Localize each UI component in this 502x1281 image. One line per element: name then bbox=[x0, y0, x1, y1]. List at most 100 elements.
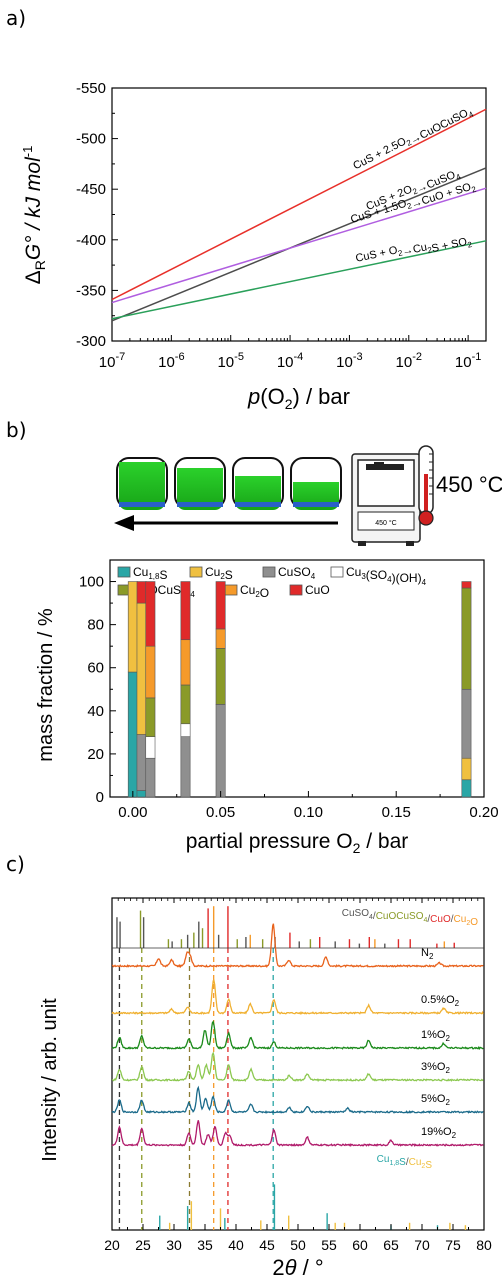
chart-b-bar-segment bbox=[461, 757, 472, 781]
chart-b-bar-segment bbox=[180, 736, 191, 798]
chart-c-pattern-line bbox=[111, 1120, 484, 1148]
crucible-2 bbox=[174, 457, 226, 510]
chart-a-y-tick-label: -450 bbox=[76, 181, 106, 198]
chart-b-bar-segment bbox=[180, 581, 191, 641]
temperature-label: 450 °C bbox=[436, 472, 502, 497]
chart-c-bottom-reference-legend: Cu1,8S/Cu2S bbox=[377, 1154, 433, 1171]
chart-b-legend-label: Cu2O bbox=[240, 583, 269, 600]
chart-c-pattern-line bbox=[111, 1051, 484, 1082]
chart-a-y-tick-label: -350 bbox=[76, 282, 106, 299]
chart-b-y-tick-label: 100 bbox=[79, 574, 104, 591]
chart-a-y-tick-label: -300 bbox=[76, 333, 106, 350]
chart-b-x-tick-label: 0.20 bbox=[469, 804, 498, 821]
oven-schematic: 450 °C 450 °C bbox=[114, 445, 502, 546]
chart-a-y-tick-label: -550 bbox=[76, 80, 106, 97]
chart-b-bar-segment bbox=[180, 639, 191, 686]
chart-a-x-tick-label: 10-5 bbox=[217, 351, 243, 371]
chart-a-y-axis-label: ΔRG° / kJ mol-1 bbox=[20, 146, 48, 285]
chart-c-pattern-line bbox=[112, 923, 484, 969]
chart-b-legend-swatch bbox=[262, 566, 276, 578]
chart-c-x-tick-label: 40 bbox=[228, 1237, 244, 1253]
chart-c-x-tick-label: 75 bbox=[445, 1237, 461, 1253]
chart-c-x-tick-label: 55 bbox=[321, 1237, 337, 1253]
chart-c-x-tick-label: 35 bbox=[197, 1237, 213, 1253]
chart-b-y-tick-label: 20 bbox=[87, 746, 104, 763]
chart-c-x-axis-label: 2θ / ° bbox=[272, 1255, 323, 1280]
panel-label-b: b) bbox=[6, 418, 27, 442]
chart-c-pattern-label: N2 bbox=[421, 947, 434, 961]
chart-a-series-line bbox=[111, 108, 487, 301]
chart-a-x-tick-label: 10-6 bbox=[158, 351, 184, 371]
chart-b-bar-segment bbox=[145, 645, 156, 699]
crucible-3 bbox=[232, 457, 284, 510]
chart-c-y-axis-label: Intensity / arb. unit bbox=[39, 998, 61, 1162]
chart-b-x-tick-label: 0.10 bbox=[294, 804, 323, 821]
chart-c-x-tick-label: 60 bbox=[352, 1237, 368, 1253]
chart-a-series-label: CuS + O2→Cu2S + SO2 bbox=[355, 229, 474, 272]
chart-b-bar-segment bbox=[145, 697, 156, 737]
chart-b-bar-segment bbox=[215, 648, 226, 705]
chart-b-bar-segment bbox=[180, 684, 191, 725]
chart-b-bar-segment bbox=[461, 779, 472, 798]
chart-b-bar-segment bbox=[215, 628, 226, 649]
chart-b-legend-swatch bbox=[330, 566, 344, 578]
chart-c-x-tick-label: 50 bbox=[290, 1237, 306, 1253]
chart-b-y-axis-label: mass fraction / % bbox=[35, 608, 57, 762]
chart-a-series-line bbox=[111, 187, 487, 304]
chart-b-bar-segment bbox=[215, 704, 226, 798]
chart-b-bar-segment bbox=[145, 757, 156, 798]
thermometer-icon bbox=[418, 445, 434, 526]
chart-a-series-label: CuS + 2.5O2→CuOCuSO4 bbox=[351, 102, 475, 176]
chart-b-x-tick-label: 0.00 bbox=[118, 804, 147, 821]
chart-b-legend-label: Cu1,8S bbox=[133, 565, 167, 582]
chart-b-bar-segment bbox=[127, 581, 138, 673]
chart-c-x-tick-label: 70 bbox=[414, 1237, 430, 1253]
chart-b-y-tick-label: 60 bbox=[87, 660, 104, 677]
chart-b-bar-segment bbox=[145, 736, 156, 759]
crucible-4 bbox=[290, 457, 342, 510]
chart-b-bar-segment bbox=[136, 602, 147, 735]
chart-c-x-tick-label: 45 bbox=[259, 1237, 275, 1253]
chart-b-bar-segment bbox=[145, 581, 156, 647]
chart-c-pattern-label: 1%O2 bbox=[421, 1029, 450, 1043]
chart-c-x-tick-label: 20 bbox=[104, 1237, 120, 1253]
chart-b-y-tick-label: 0 bbox=[96, 789, 104, 806]
chart-a-x-tick-label: 10-2 bbox=[396, 351, 422, 371]
chart-b-bar-segment bbox=[215, 581, 226, 630]
chart-c-pattern-label: 19%O2 bbox=[421, 1126, 457, 1140]
oven-icon: 450 °C bbox=[351, 453, 421, 546]
chart-c-pattern-line bbox=[111, 1020, 484, 1051]
chart-b-x-axis-label: partial pressure O2 / bar bbox=[186, 830, 409, 855]
chart-a-series-line bbox=[111, 167, 487, 322]
chart-a-series-line bbox=[111, 240, 487, 320]
panel-label-a: a) bbox=[6, 6, 27, 30]
chart-b-plot-frame bbox=[109, 559, 485, 798]
chart-c-x-tick-label: 65 bbox=[383, 1237, 399, 1253]
oven-display: 450 °C bbox=[375, 519, 396, 527]
chart-a-x-tick-label: 10-1 bbox=[455, 351, 481, 371]
panel-label-c: c) bbox=[6, 852, 25, 876]
chart-c-x-tick-label: 25 bbox=[135, 1237, 151, 1253]
chart-a-y-tick-label: -500 bbox=[76, 131, 106, 148]
chart-b-legend-swatch bbox=[117, 566, 131, 578]
flow-arrow bbox=[114, 515, 338, 531]
chart-c-top-reference-legend: CuSO4/CuOCuSO4/CuO/Cu2O bbox=[342, 908, 478, 928]
chart-b-bar-segment bbox=[461, 688, 472, 759]
chart-a-y-tick-label: -400 bbox=[76, 232, 106, 249]
chart-c-pattern-line bbox=[111, 1085, 484, 1114]
chart-b-bar-segment bbox=[136, 734, 147, 791]
chart-b-bar-segment bbox=[461, 587, 472, 690]
chart-b-bar-segment bbox=[136, 790, 147, 798]
chart-b-legend-label: CuSO4 bbox=[278, 565, 316, 581]
chart-b-y-tick-label: 80 bbox=[87, 617, 104, 634]
chart-b-legend-label: Cu2S bbox=[205, 565, 233, 582]
chart-b-y-tick-label: 40 bbox=[87, 703, 104, 720]
chart-b-bar-segment bbox=[461, 581, 472, 589]
chart-c-xrd: N2 0.5%O2 1%O2 3%O2 5%O2 19%O2 20 25 30 35 40 45 50… bbox=[39, 897, 492, 1280]
chart-b-legend-swatch bbox=[289, 584, 303, 596]
chart-a-x-tick-label: 10-3 bbox=[336, 351, 362, 371]
chart-b-legend-label: CuO bbox=[305, 583, 330, 597]
chart-c-pattern-label: 5%O2 bbox=[421, 1093, 450, 1107]
chart-c-pattern-label: 0.5%O2 bbox=[421, 994, 460, 1008]
